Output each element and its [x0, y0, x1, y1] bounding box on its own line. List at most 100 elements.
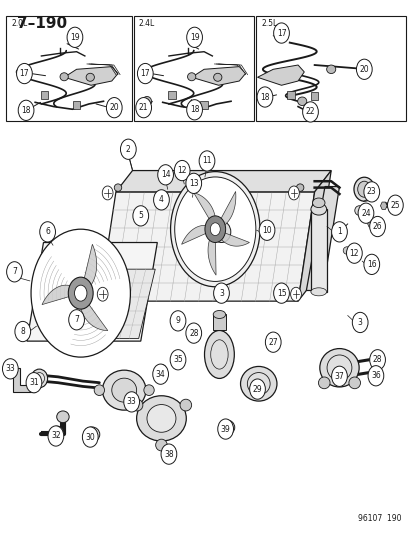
Text: 36: 36 — [370, 372, 380, 380]
Text: 14: 14 — [160, 171, 170, 179]
Circle shape — [133, 206, 148, 226]
Text: 4: 4 — [159, 196, 164, 204]
Text: 13: 13 — [188, 179, 198, 188]
Circle shape — [157, 165, 173, 185]
Circle shape — [363, 182, 379, 202]
Text: 2.5L: 2.5L — [261, 19, 277, 28]
Polygon shape — [219, 232, 249, 246]
Ellipse shape — [212, 221, 230, 243]
Circle shape — [288, 186, 299, 200]
Ellipse shape — [318, 377, 329, 389]
Polygon shape — [306, 187, 339, 290]
Text: 21: 21 — [139, 103, 148, 112]
Text: 5: 5 — [138, 212, 143, 220]
Circle shape — [74, 285, 87, 301]
Circle shape — [97, 287, 108, 301]
Ellipse shape — [180, 399, 191, 411]
Ellipse shape — [342, 247, 350, 254]
Text: 7–190: 7–190 — [17, 16, 66, 31]
Circle shape — [210, 223, 220, 236]
Circle shape — [120, 139, 136, 159]
Circle shape — [186, 100, 202, 120]
Ellipse shape — [157, 365, 166, 379]
Circle shape — [69, 310, 84, 330]
Text: 19: 19 — [70, 33, 80, 42]
Polygon shape — [91, 269, 155, 338]
Bar — [287, 91, 294, 99]
Text: 30: 30 — [85, 433, 95, 441]
Text: 33: 33 — [126, 398, 136, 406]
Text: 18: 18 — [190, 106, 199, 114]
Text: 18: 18 — [260, 93, 269, 101]
Text: 12: 12 — [349, 249, 358, 257]
Circle shape — [273, 23, 289, 43]
Text: 17: 17 — [140, 69, 150, 78]
Circle shape — [369, 216, 385, 237]
Circle shape — [174, 160, 190, 181]
Polygon shape — [191, 67, 245, 85]
Polygon shape — [219, 191, 235, 227]
Circle shape — [67, 27, 83, 47]
Circle shape — [256, 87, 272, 107]
Ellipse shape — [319, 349, 358, 387]
Ellipse shape — [353, 177, 374, 201]
Ellipse shape — [310, 288, 326, 296]
Text: 11: 11 — [202, 157, 211, 165]
Text: 38: 38 — [164, 450, 173, 458]
Ellipse shape — [297, 97, 306, 106]
Text: 22: 22 — [305, 108, 314, 116]
Text: 7: 7 — [12, 268, 17, 276]
Circle shape — [331, 366, 347, 386]
Text: 35: 35 — [173, 356, 183, 364]
Ellipse shape — [147, 405, 176, 432]
Circle shape — [15, 321, 31, 342]
Circle shape — [213, 283, 229, 303]
Circle shape — [174, 177, 255, 281]
Text: 37: 37 — [334, 372, 344, 381]
Text: 26: 26 — [372, 222, 382, 231]
Ellipse shape — [213, 74, 221, 82]
Text: 28: 28 — [372, 356, 381, 364]
Bar — [310, 209, 326, 292]
Ellipse shape — [222, 423, 231, 432]
Ellipse shape — [247, 373, 270, 395]
Circle shape — [40, 222, 55, 242]
Circle shape — [356, 59, 371, 79]
Text: 24: 24 — [360, 209, 370, 217]
Ellipse shape — [218, 420, 234, 435]
Polygon shape — [42, 285, 74, 305]
Text: 20: 20 — [109, 103, 119, 112]
Circle shape — [106, 98, 122, 118]
Ellipse shape — [311, 204, 318, 212]
Text: 10: 10 — [261, 226, 271, 235]
Bar — [40, 91, 48, 99]
Polygon shape — [27, 243, 157, 341]
Text: 18: 18 — [21, 106, 31, 115]
Circle shape — [346, 243, 361, 263]
Circle shape — [170, 350, 185, 370]
Ellipse shape — [84, 427, 100, 442]
Circle shape — [265, 332, 280, 352]
Circle shape — [351, 312, 367, 333]
Text: 27: 27 — [268, 338, 278, 346]
Circle shape — [331, 222, 347, 242]
Bar — [73, 101, 80, 109]
Circle shape — [68, 277, 93, 309]
Text: 28: 28 — [189, 329, 198, 337]
Bar — [168, 91, 175, 99]
Circle shape — [17, 63, 32, 84]
Circle shape — [302, 102, 318, 122]
Bar — [200, 101, 207, 109]
Ellipse shape — [210, 340, 228, 369]
Text: 2.0L: 2.0L — [11, 19, 27, 28]
Text: 2.4L: 2.4L — [138, 19, 154, 28]
Circle shape — [217, 419, 233, 439]
Bar — [256, 16, 405, 121]
Ellipse shape — [310, 203, 326, 215]
Text: 2: 2 — [126, 145, 131, 154]
Bar — [310, 92, 318, 100]
Ellipse shape — [142, 96, 151, 106]
Circle shape — [249, 379, 265, 399]
Ellipse shape — [326, 65, 335, 74]
Ellipse shape — [136, 395, 186, 441]
